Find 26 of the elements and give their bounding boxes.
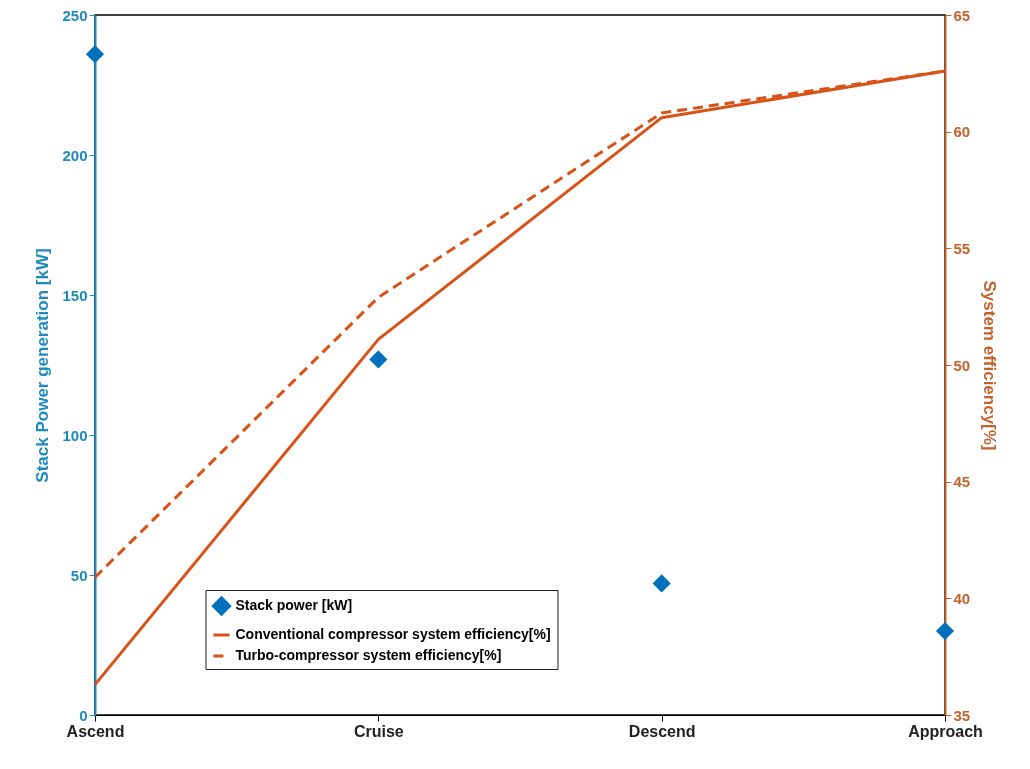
y2-axis-title: System efficiency[%] [980, 280, 1000, 451]
y-tick-label: 200 [62, 146, 88, 164]
y2-tick-label: 40 [953, 589, 971, 607]
legend-label: Conventional compressor system efficiency[%] [235, 626, 551, 642]
point [85, 45, 105, 64]
y-tick-label: 100 [62, 426, 88, 444]
x-tick-label: Descend [628, 722, 696, 740]
y-tick-label: 0 [79, 706, 88, 724]
legend-label: Turbo-compressor system efficiency[%] [235, 647, 502, 663]
y2-tick-label: 50 [953, 356, 971, 374]
x-tick-label: Cruise [353, 722, 404, 740]
point [935, 621, 955, 641]
y2-tick-label: 60 [953, 123, 971, 141]
legend-label: Stack power [kW] [235, 597, 353, 613]
y-tick-label: 50 [70, 566, 88, 584]
x-tick-label: Ascend [66, 722, 125, 740]
y2-tick-label: 55 [953, 239, 971, 257]
x-tick-label: Approach [908, 722, 983, 740]
point [652, 574, 671, 593]
point [369, 350, 388, 369]
y2-tick-label: 45 [953, 473, 971, 491]
y2-tick-label: 65 [953, 6, 971, 24]
y-axis-title: Stack Power generation [kW] [33, 248, 53, 483]
y2-tick-label: 35 [953, 706, 971, 724]
y-tick-label: 250 [62, 6, 88, 24]
y-tick-label: 150 [62, 286, 88, 304]
